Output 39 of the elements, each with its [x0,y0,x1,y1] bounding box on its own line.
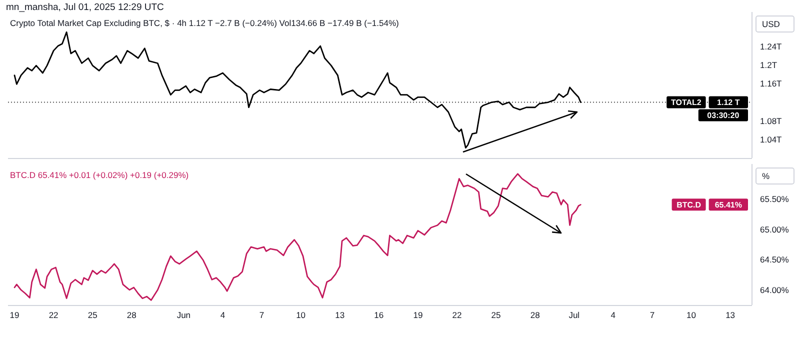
x-tick-label: 13 [335,310,345,320]
annotation: 65.41% [714,200,742,210]
x-tick-label: 19 [413,310,423,320]
line-series [14,31,582,148]
x-tick-label: 25 [88,310,98,320]
x-tick-label: 28 [126,310,137,320]
x-tick-label: 7 [650,310,655,320]
y-tick-label: 65.00% [760,224,790,234]
annotation: TOTAL2 [671,98,702,108]
text: Crypto Total Market Cap Excluding BTC, $ · 4h 1.12 T −2.7 B (−0.24%) Vol134.66 B −17.49 B (−1.54%) [10,18,400,28]
x-tick-label: 25 [491,310,502,320]
y-tick-label: 1.16T [760,78,782,89]
x-tick-label: 7 [259,310,264,320]
annotation: BTC.D [676,200,702,210]
y-axis-title: USD [762,19,780,29]
x-tick-label: 16 [374,310,384,320]
annotation: 03:30:20 [707,111,740,120]
x-tick-label: 4 [220,310,226,320]
x-tick-label: 13 [726,310,736,320]
x-tick-label: 19 [10,310,20,320]
y-tick-label: 64.00% [760,284,790,295]
x-tick-label: 28 [530,310,540,320]
y-tick-label: 1.24T [760,41,782,52]
x-tick-label: 10 [296,310,306,320]
x-tick-label: 4 [610,310,616,320]
text: BTC.D 65.41% +0.01 (+0.02%) +0.19 (+0.29%) [10,170,189,180]
y-tick-label: 1.04T [760,134,782,144]
annotation: 1.12 T [717,98,740,108]
y-tick-label: 64.50% [760,254,790,265]
x-tick-label: 22 [48,310,59,320]
x-tick-label: 10 [686,310,696,320]
x-tick-label: Jun [176,310,191,320]
chart-subtitle: mn_mansha, Jul 01, 2025 12:29 UTC [6,2,164,13]
x-tick-label: 22 [452,310,462,320]
x-tick-label: Jul [568,310,580,320]
y-axis-title: % [762,171,770,181]
y-tick-label: 1.08T [760,116,782,126]
y-tick-label: 1.2T [760,60,778,70]
y-tick-label: 65.50% [760,194,790,204]
